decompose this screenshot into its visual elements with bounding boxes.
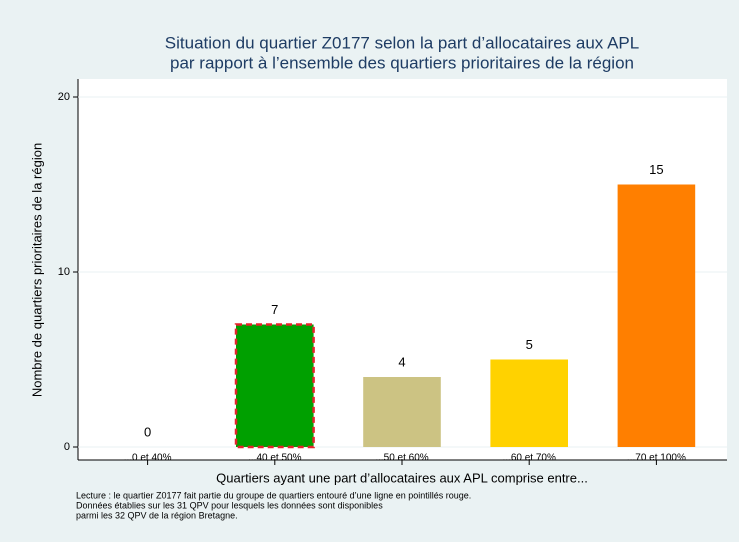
y-tick-label: 20 [58,91,70,103]
note: Lecture : le quartier Z0177 fait partie … [76,490,471,500]
data-label: 0 [144,424,151,439]
y-tick-label: 10 [58,266,70,278]
data-label: 7 [271,302,278,317]
x-tick-label: ...70 et 100% [627,453,686,464]
chart-title: Situation du quartier Z0177 selon la par… [165,33,639,52]
bar [236,324,314,447]
x-tick-label: ...0 et 40% [124,453,172,464]
note: parmi les 32 QPV de la région Bretagne. [76,510,238,520]
data-label: 15 [649,162,663,177]
data-label: 4 [398,354,405,369]
x-axis-label: Quartiers ayant une part d’allocataires … [216,470,588,485]
data-label: 5 [526,337,533,352]
x-tick-label: ...60 et 70% [503,453,556,464]
bar [490,359,568,447]
bar [617,184,696,447]
y-tick-label: 0 [64,441,70,453]
note: Données établies sur les 31 QPV pour les… [76,500,383,510]
bar [363,377,441,447]
x-tick-label: ...40 et 50% [248,453,301,464]
x-tick-label: ...50 et 60% [375,453,428,464]
chart-title: par rapport à l’ensemble des quartiers p… [170,53,634,72]
y-axis-label: Nombre de quartiers prioritaires de la r… [29,143,44,397]
